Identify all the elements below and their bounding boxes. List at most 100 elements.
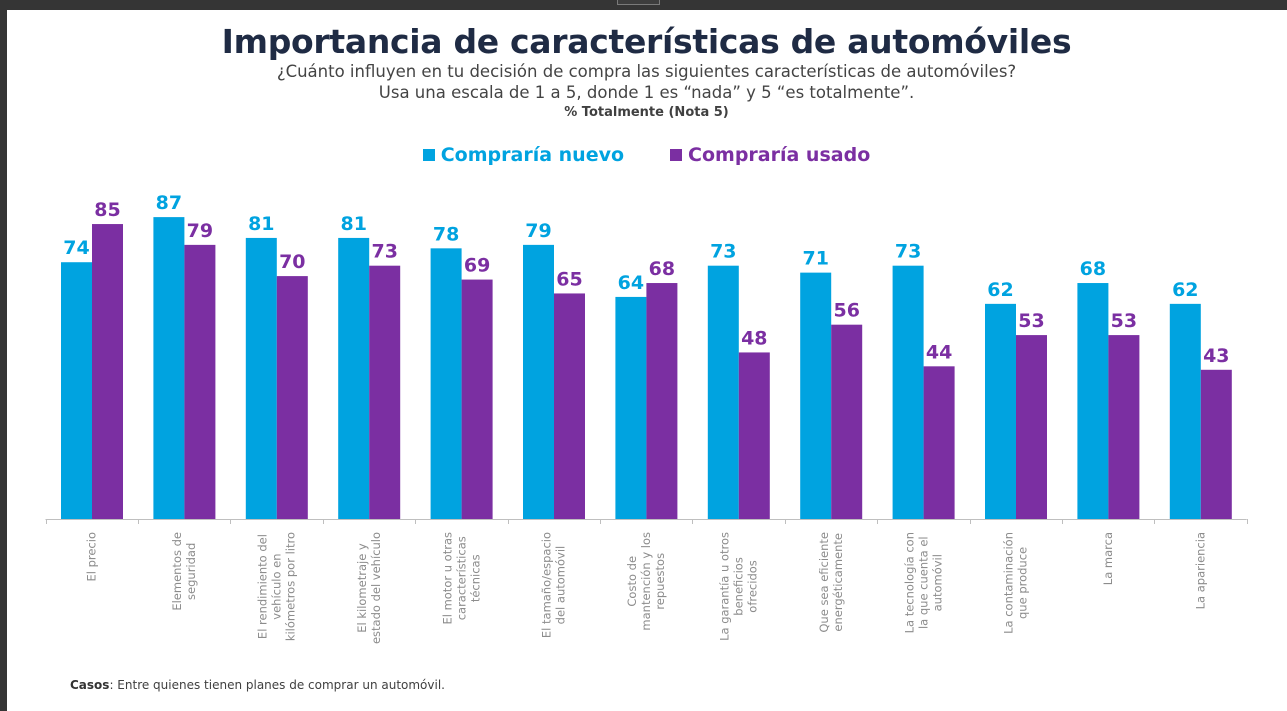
bar-nuevo — [1169, 303, 1201, 519]
x-tick-label-line: técnicas — [468, 554, 482, 602]
x-tick-label-line: La apariencia — [1194, 532, 1208, 609]
bar-nuevo — [615, 296, 647, 519]
data-label-usado: 73 — [371, 241, 397, 263]
x-tick-label-line: El rendimiento del — [256, 534, 270, 639]
data-label-usado: 56 — [833, 300, 859, 322]
bar-usado — [92, 224, 123, 520]
x-tick-label-line: automóvil — [930, 554, 944, 611]
legend: Compraría nuevo Compraría usado — [0, 144, 1287, 166]
x-tick-label-line: El kilometraje y — [355, 543, 369, 633]
data-label-usado: 44 — [926, 341, 952, 363]
x-tick-label-line: La garantía u otros — [718, 532, 732, 641]
x-tick-label-line: energéticamente — [831, 533, 845, 632]
data-label-nuevo: 62 — [1172, 279, 1198, 301]
x-tick-label: El precio — [85, 532, 99, 582]
bar-usado — [554, 293, 585, 519]
chart-title: Importancia de características de automó… — [221, 22, 1072, 61]
bar-usado — [738, 352, 770, 519]
bar-nuevo — [1077, 283, 1109, 519]
bar-nuevo — [338, 237, 370, 519]
x-tick-label-line: ofrecidos — [746, 560, 760, 612]
x-tick-label: La contaminación que produce — [1002, 532, 1030, 634]
bar-nuevo — [153, 217, 185, 520]
data-label-usado: 69 — [464, 255, 490, 277]
data-label-nuevo: 71 — [802, 248, 828, 270]
x-tick-label-line: que produce — [1016, 547, 1030, 619]
bar-usado — [831, 324, 863, 519]
bar-nuevo — [430, 248, 462, 519]
data-label-usado: 85 — [94, 199, 120, 221]
x-tick-label-line: seguridad — [184, 543, 198, 600]
x-tick-label: La apariencia — [1194, 532, 1208, 609]
data-label-usado: 48 — [741, 327, 767, 349]
chart-note: % Totalmente (Nota 5) — [564, 105, 729, 120]
data-label-usado: 43 — [1203, 345, 1229, 367]
bar-nuevo — [245, 237, 277, 519]
legend-item-usado: Compraría usado — [670, 144, 870, 166]
data-label-nuevo: 81 — [340, 213, 366, 235]
data-label-usado: 65 — [556, 268, 582, 290]
x-tick-label-line: beneficios — [732, 557, 746, 616]
window-handle[interactable] — [617, 0, 660, 5]
window-frame-top — [0, 0, 1287, 10]
bar-nuevo — [707, 265, 739, 519]
data-label-usado: 68 — [649, 258, 675, 280]
x-tick-label-line: La tecnología con — [902, 532, 916, 633]
bar-usado — [369, 265, 401, 519]
bar-usado — [461, 279, 493, 519]
x-tick-label-line: Costo de — [625, 556, 639, 607]
x-tick-label: El motor u otras características técnicas — [440, 532, 482, 625]
data-label-nuevo: 87 — [156, 192, 182, 214]
data-label-nuevo: 62 — [987, 279, 1013, 301]
data-label-nuevo: 79 — [525, 220, 551, 242]
x-tick-label-line: El tamaño/espacio — [540, 532, 554, 638]
x-tick-label: El rendimiento del vehículo en kilómetros … — [256, 532, 298, 641]
footer-note: Casos: Entre quienes tienen planes de co… — [70, 678, 445, 692]
x-tick-label-line: la que cuenta el — [916, 536, 930, 629]
legend-label-usado: Compraría usado — [688, 144, 871, 166]
data-label-usado: 70 — [279, 251, 305, 273]
data-label-nuevo: 81 — [248, 213, 274, 235]
x-tick-label-line: La contaminación — [1002, 532, 1016, 634]
x-tick-label-line: mantención y los — [639, 532, 653, 631]
x-tick-label-line: estado del vehículo — [369, 532, 383, 644]
data-label-nuevo: 64 — [618, 272, 644, 294]
data-label-nuevo: 74 — [63, 237, 89, 259]
x-tick-label-line: El precio — [85, 532, 99, 582]
bar-nuevo — [985, 303, 1016, 519]
bar-usado — [1200, 369, 1232, 519]
bar-usado — [276, 276, 308, 519]
data-label-nuevo: 78 — [433, 223, 459, 245]
bar-usado — [646, 283, 678, 519]
legend-swatch-usado — [670, 149, 683, 161]
data-label-usado: 53 — [1111, 310, 1137, 332]
x-tick-label-line: Elementos de — [170, 532, 184, 611]
x-tick-label-line: El motor u otras — [440, 532, 454, 625]
data-label-usado: 53 — [1018, 310, 1044, 332]
x-tick-label: La tecnología con la que cuenta el automóv… — [902, 532, 944, 633]
legend-item-nuevo: Compraría nuevo — [422, 144, 625, 166]
x-tick-label-line: repuestos — [653, 553, 667, 610]
x-tick-label-line: vehículo en — [270, 553, 284, 619]
data-label-nuevo: 68 — [1080, 258, 1106, 280]
data-label-nuevo: 73 — [710, 241, 736, 263]
bar-nuevo — [61, 262, 92, 519]
x-tick-label-line: La marca — [1101, 532, 1115, 585]
x-tick-label: Que sea eficiente energéticamente — [817, 532, 845, 633]
bar-usado — [1108, 335, 1140, 519]
x-tick-label-line: kilómetros por litro — [284, 532, 298, 641]
data-label-usado: 79 — [187, 220, 213, 242]
data-label-nuevo: 73 — [895, 241, 921, 263]
bar-nuevo — [892, 265, 924, 519]
bar-usado — [1016, 335, 1047, 519]
x-tick-label: La garantía u otros beneficios ofrecidos — [718, 532, 760, 641]
x-tick-label-line: características — [454, 536, 468, 620]
x-tick-label: El kilometraje y estado del vehículo — [355, 532, 383, 644]
bar-usado — [184, 244, 216, 519]
chart-subtitle-line-1: ¿Cuánto influyen en tu decisión de compr… — [276, 62, 1017, 81]
x-tick-label-line: Que sea eficiente — [817, 532, 831, 633]
legend-swatch-nuevo — [422, 149, 435, 161]
x-tick-label-line: del automóvil — [554, 546, 568, 625]
legend-label-nuevo: Compraría nuevo — [440, 144, 625, 166]
